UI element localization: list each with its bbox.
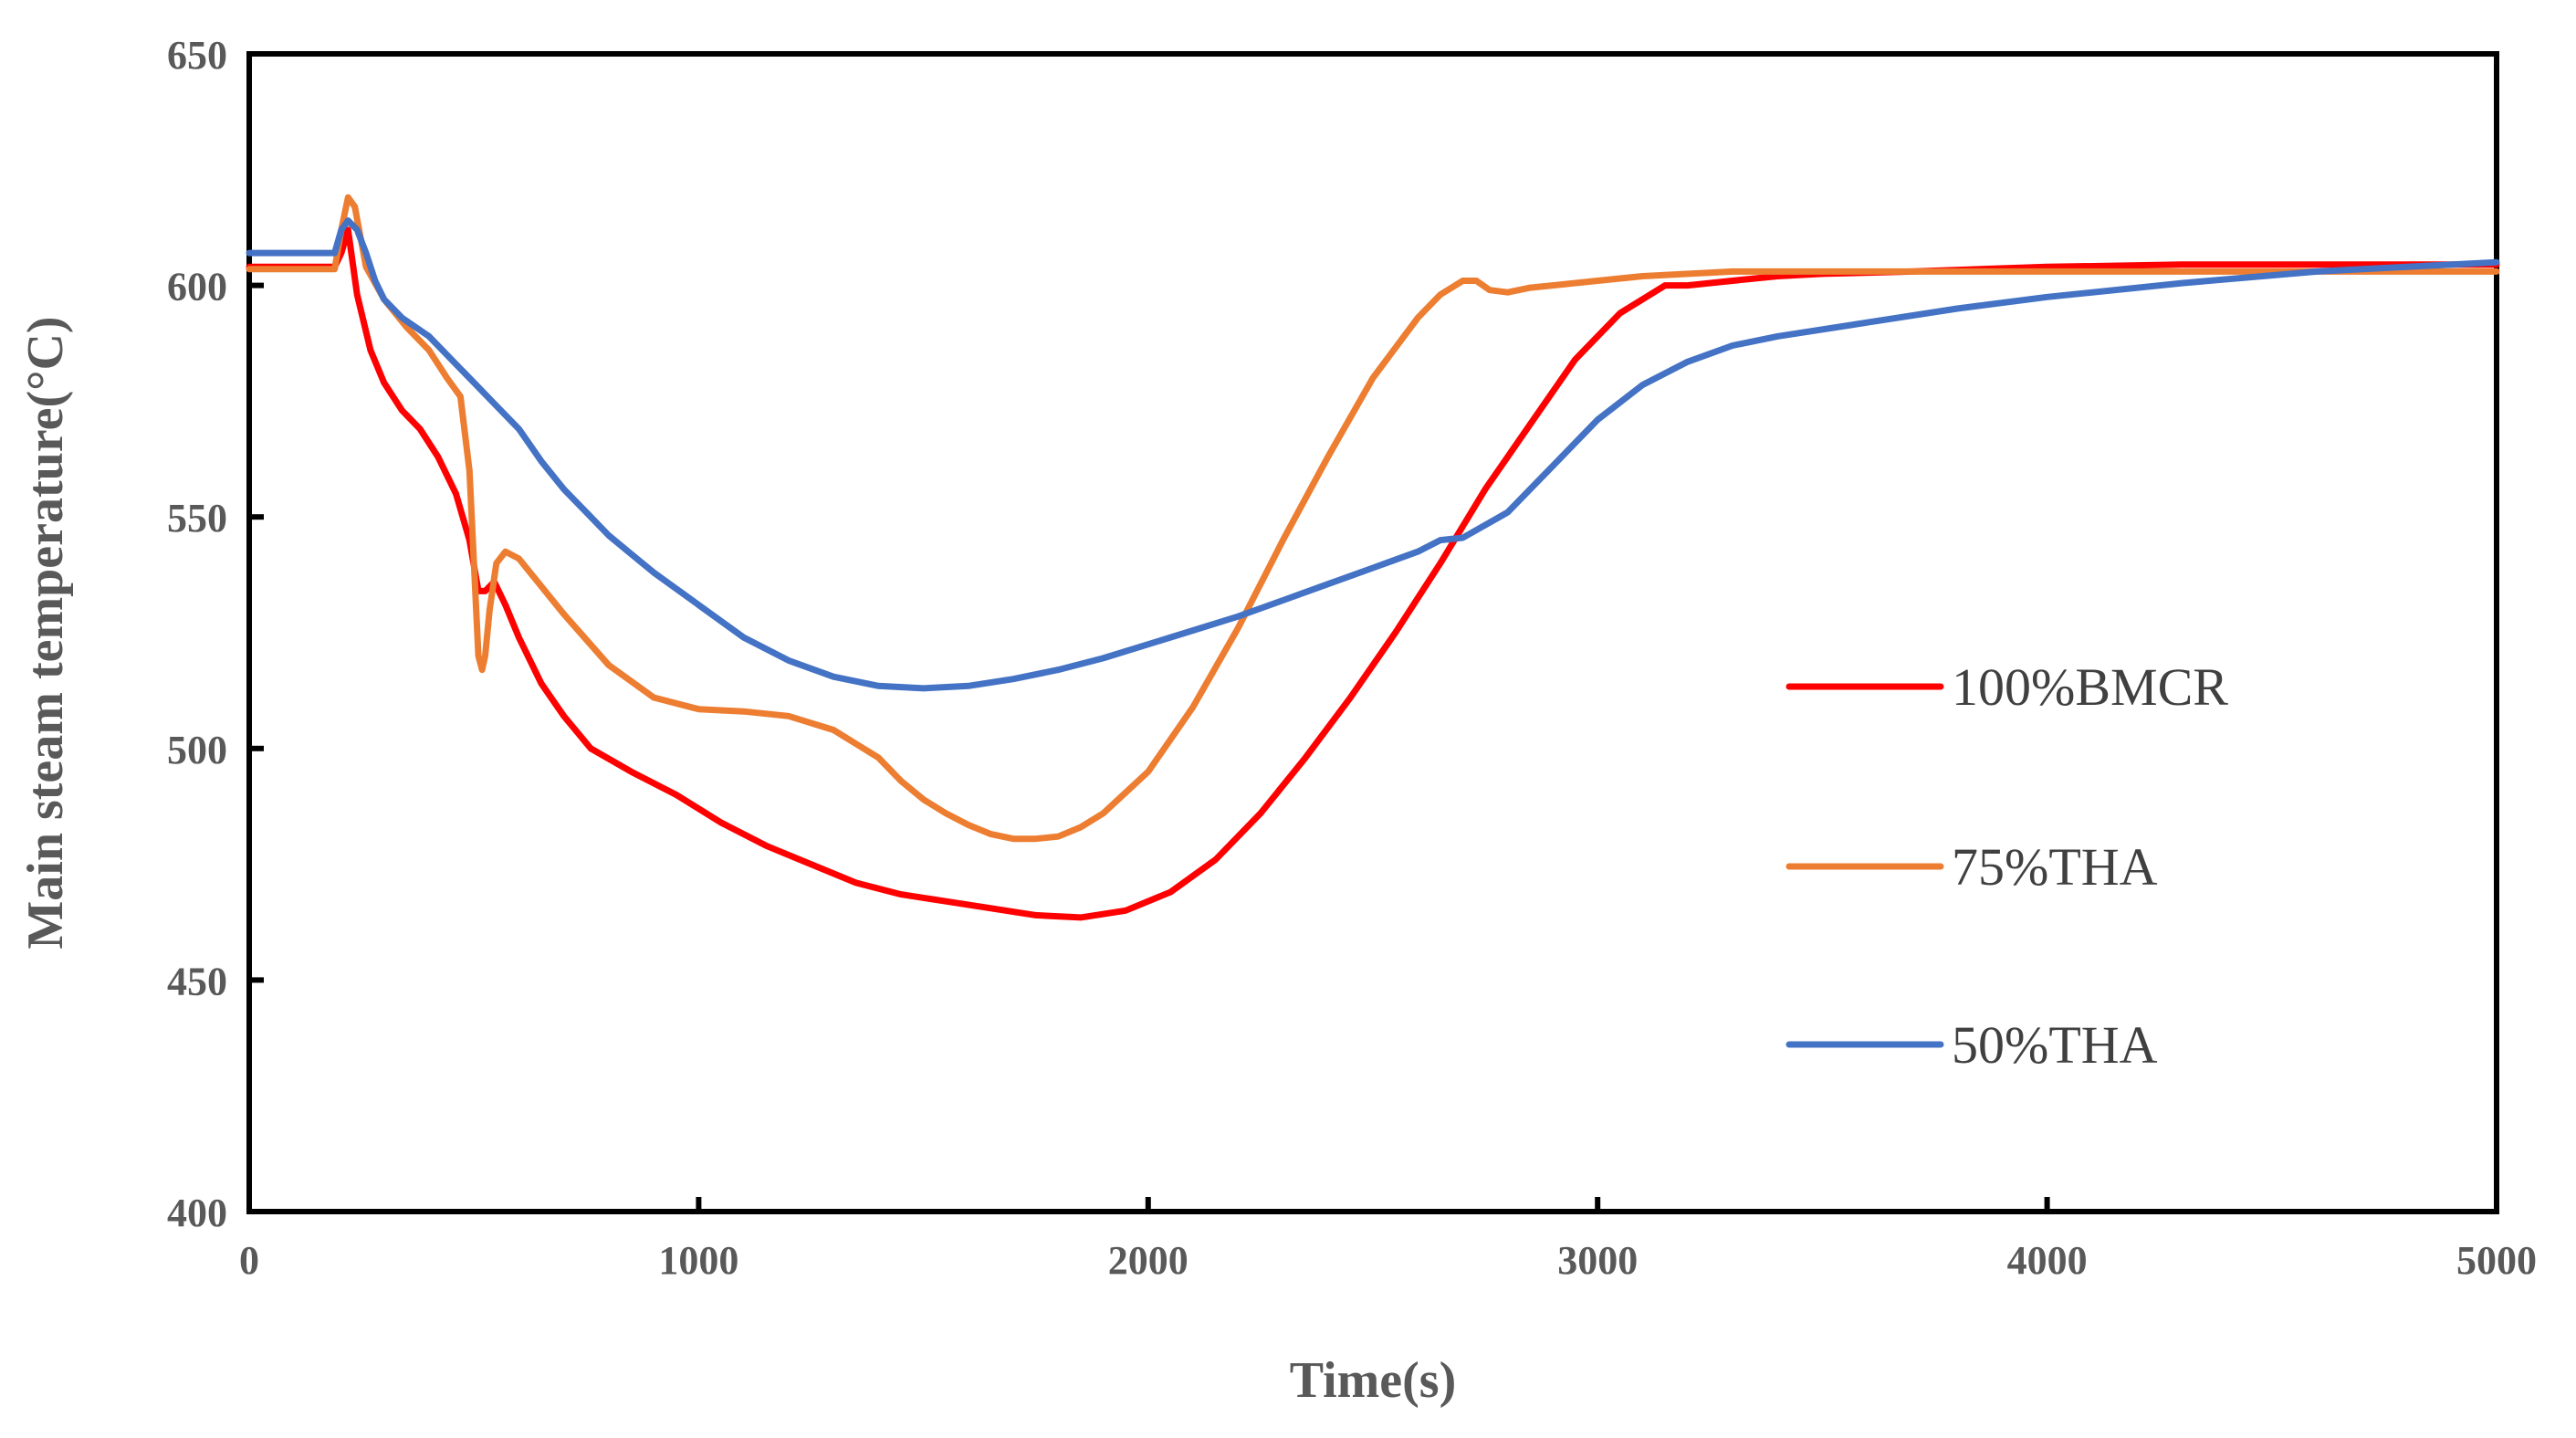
x-tick-label: 1000 (658, 1238, 738, 1283)
legend-label-1: 75%THA (1952, 837, 2158, 897)
x-axis-title: Time(s) (1290, 1352, 1457, 1409)
series-lines (246, 194, 2500, 921)
y-tick-label: 550 (167, 496, 227, 541)
legend-label-0: 100%BMCR (1952, 657, 2228, 717)
y-tick-label: 400 (167, 1191, 227, 1235)
legend: 100%BMCR 75%THA 50%THA (1785, 657, 2228, 1075)
y-axis-title: Main steam temperature(°C) (17, 316, 74, 949)
x-tick-label: 5000 (2456, 1238, 2537, 1283)
y-tick-label: 450 (167, 959, 227, 1003)
x-tick-label: 0 (239, 1238, 259, 1283)
y-tick-label: 600 (167, 265, 227, 310)
legend-label-2: 50%THA (1952, 1015, 2158, 1075)
x-tick-label: 3000 (1557, 1238, 1638, 1283)
series-line-2 (246, 217, 2500, 692)
x-axis-ticks: 0 1000 2000 3000 4000 5000 (239, 1197, 2537, 1283)
series-line-1 (246, 194, 2500, 843)
x-tick-label: 4000 (2007, 1238, 2088, 1283)
y-tick-label: 500 (167, 728, 227, 772)
series-line-0 (246, 226, 2500, 921)
y-tick-label: 650 (167, 33, 227, 78)
plot-area-frame (246, 51, 2499, 1214)
y-axis-ticks: 400 450 500 550 600 650 (167, 33, 264, 1235)
x-tick-label: 2000 (1108, 1238, 1189, 1283)
